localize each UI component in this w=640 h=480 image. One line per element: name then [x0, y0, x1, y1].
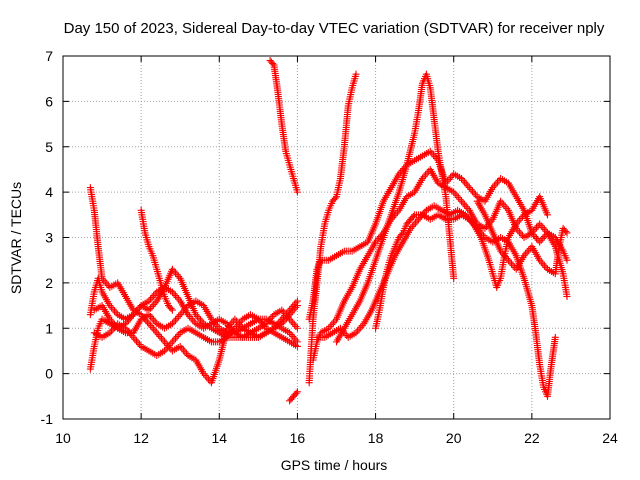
series-track-3 — [86, 274, 301, 341]
data-point — [563, 256, 571, 264]
series-track-7 — [266, 57, 301, 196]
data-point — [293, 302, 301, 310]
data-point — [167, 305, 175, 313]
series-track-15 — [473, 197, 571, 278]
data-point — [398, 230, 406, 238]
y-tick-label: 3 — [45, 230, 53, 246]
data-point — [563, 229, 571, 237]
data-point — [409, 212, 417, 220]
data-point — [352, 70, 360, 78]
data-point — [551, 333, 559, 341]
data-point — [293, 188, 301, 196]
y-tick-label: 6 — [45, 93, 53, 109]
data-point — [563, 292, 571, 300]
x-tick-label: 12 — [133, 430, 149, 446]
y-axis-label: SDTVAR / TECUs — [8, 182, 24, 294]
y-tick-label: 2 — [45, 275, 53, 291]
x-tick-label: 18 — [368, 430, 384, 446]
data-point — [562, 227, 570, 235]
data-point — [293, 388, 301, 396]
chart-title: Day 150 of 2023, Sidereal Day-to-day VTE… — [64, 20, 605, 37]
x-tick-label: 14 — [211, 430, 227, 446]
data-point — [331, 194, 339, 202]
data-point — [293, 342, 301, 350]
y-tick-label: -1 — [41, 411, 54, 427]
y-tick-label: 7 — [45, 48, 53, 64]
y-tick-label: 1 — [45, 320, 53, 336]
y-tick-label: 4 — [45, 184, 53, 200]
data-point — [450, 274, 458, 282]
data-point — [292, 389, 300, 397]
series-track-6 — [137, 206, 176, 314]
x-tick-label: 24 — [602, 430, 618, 446]
series-track-5 — [90, 311, 301, 359]
y-tick-label: 5 — [45, 139, 53, 155]
data-point — [293, 324, 301, 332]
data-point — [269, 60, 277, 68]
x-axis-label: GPS time / hours — [281, 457, 388, 473]
y-tick-label: 0 — [45, 366, 53, 382]
series-track-13 — [372, 211, 559, 400]
x-tick-label: 16 — [290, 430, 306, 446]
data-point — [168, 306, 176, 314]
data-point — [543, 211, 551, 219]
data-points — [86, 57, 571, 405]
series-track-8 — [286, 388, 301, 405]
x-tick-label: 22 — [524, 430, 540, 446]
series-track-14 — [333, 70, 458, 346]
x-tick-label: 10 — [55, 430, 71, 446]
x-tick-label: 20 — [446, 430, 462, 446]
